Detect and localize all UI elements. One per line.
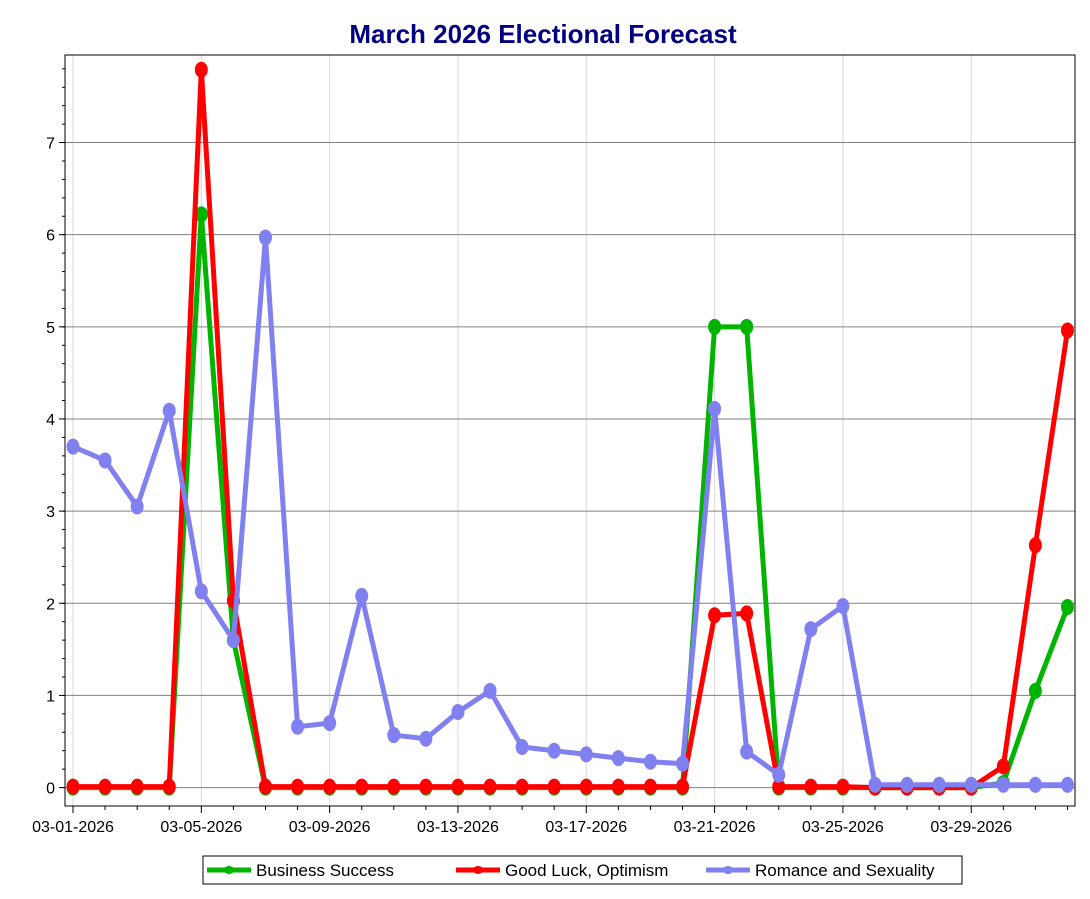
data-point [130,498,144,515]
data-point [900,776,914,793]
data-point [772,778,786,795]
data-point [483,682,497,699]
x-tick-label: 03-25-2026 [802,819,884,836]
data-point [804,621,818,638]
plot-frame [64,54,1076,807]
data-point [804,778,818,795]
data-point [676,755,690,772]
data-point [772,766,786,783]
data-point [836,778,850,795]
data-point [1028,682,1042,699]
data-point [387,778,401,795]
data-point [323,778,337,795]
y-tick-label: 4 [46,412,55,429]
data-point [451,704,465,721]
data-point [226,632,240,649]
data-point [643,778,657,795]
data-point [162,402,176,419]
data-point [740,743,754,760]
data-point [996,776,1010,793]
data-point [66,778,80,795]
data-point [836,598,850,615]
data-point [387,727,401,744]
legend-label: Business Success [256,861,394,880]
data-point [451,778,465,795]
data-point [932,776,946,793]
data-point [740,318,754,335]
series-2 [66,229,1074,793]
data-point [419,730,433,747]
x-tick-label: 03-09-2026 [289,819,371,836]
y-tick-label: 7 [46,136,55,153]
data-point [611,778,625,795]
data-point [355,587,369,604]
data-point [964,776,978,793]
data-point [1060,322,1074,339]
x-tick-label: 03-21-2026 [674,819,756,836]
data-point [355,778,369,795]
data-point [258,778,272,795]
series-line [70,67,1070,791]
data-point [708,607,722,624]
data-point [98,452,112,469]
series-0 [66,206,1074,796]
series [66,61,1074,796]
data-point [868,776,882,793]
data-point [643,753,657,770]
y-tick-label: 2 [46,596,55,613]
data-point [515,739,529,756]
data-point [162,778,176,795]
legend-swatch-marker [224,866,234,874]
x-tick-label: 03-13-2026 [417,819,499,836]
data-point [194,206,208,223]
data-point [419,778,433,795]
data-point [130,778,144,795]
series-line [70,211,1070,791]
data-point [483,778,497,795]
data-point [547,778,561,795]
legend-swatch-marker [723,866,733,874]
data-point [708,400,722,417]
data-point [740,605,754,622]
data-point [676,778,690,795]
data-point [98,778,112,795]
data-point [291,778,305,795]
data-point [547,742,561,759]
legend-label: Good Luck, Optimism [505,861,668,880]
y-tick-label: 6 [46,228,55,245]
data-point [194,583,208,600]
legend-swatch-marker [473,866,483,874]
axes: 0 1 2 3 4 5 6 7 03-01-2026 03-05-2026 03-09-2026 03… [32,54,1076,836]
data-point [996,758,1010,775]
x-tick-label: 03-29-2026 [930,819,1012,836]
data-point [579,778,593,795]
x-tick-label: 03-17-2026 [545,819,627,836]
chart-title: March 2026 Electional Forecast [349,19,737,49]
data-point [291,718,305,735]
legend: Business Success Good Luck, Optimism Roman… [202,855,963,885]
data-point [579,746,593,763]
data-point [515,778,529,795]
y-tick-label: 5 [46,320,55,337]
data-point [66,438,80,455]
data-point [323,715,337,732]
data-point [1060,598,1074,615]
legend-box [202,855,963,885]
data-point [1028,776,1042,793]
legend-label: Romance and Sexuality [755,861,935,880]
data-point [611,750,625,767]
y-tick-label: 1 [46,688,55,705]
data-point [1060,776,1074,793]
y-tick-label: 0 [46,781,55,798]
data-point [1028,537,1042,554]
x-tick-label: 03-05-2026 [160,819,242,836]
data-point [708,318,722,335]
x-tick-label: 03-01-2026 [32,819,114,836]
data-point [194,61,208,78]
data-point [258,229,272,246]
y-tick-label: 3 [46,504,55,521]
